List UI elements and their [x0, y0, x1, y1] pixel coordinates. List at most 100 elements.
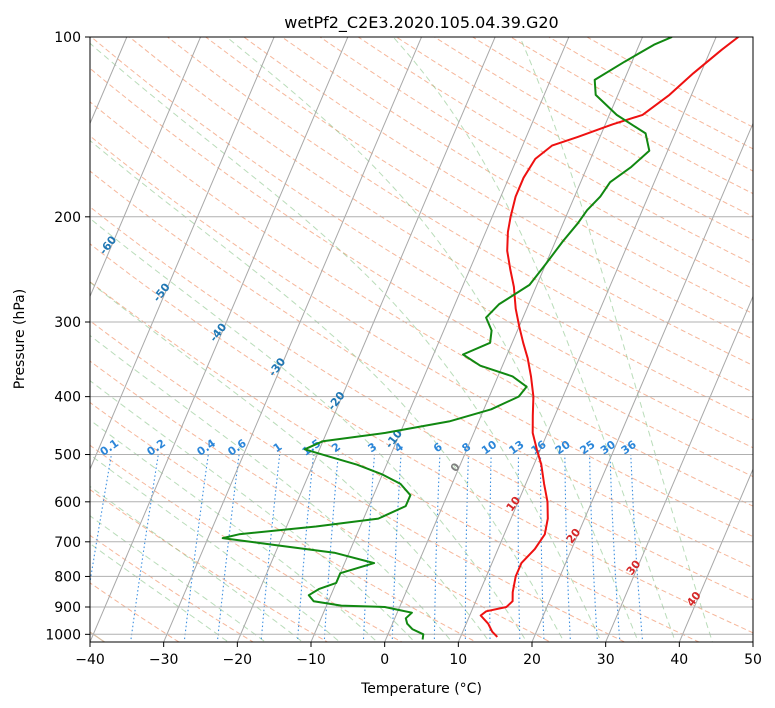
x-tick-label: −20 [223, 652, 253, 668]
mixing-ratio-line [464, 454, 469, 642]
dry-adiabat-line [319, 37, 753, 290]
moist-adiabats [90, 37, 713, 642]
dry-adiabat-line [395, 37, 753, 241]
mixing-ratio-line [90, 454, 112, 586]
mixing-ratio-line [260, 454, 281, 642]
y-tick-label: 400 [54, 390, 81, 406]
isotherm-line [605, 295, 753, 642]
mixing-ratio-label: 1 [271, 440, 285, 455]
dry-adiabat-line [90, 206, 753, 601]
moist-adiabat-line [90, 515, 267, 642]
mixing-ratio-label: 0.1 [98, 437, 121, 459]
temperature-profile-line [479, 37, 739, 638]
isotherm-line [0, 24, 59, 659]
moist-adiabat-line [90, 334, 453, 642]
moist-adiabat-line [90, 485, 304, 642]
mixing-ratio-line [362, 454, 375, 642]
isotherm-line [384, 37, 644, 642]
isotherm-line [236, 37, 496, 642]
mixing-ratio-line [489, 454, 492, 642]
dry-adiabat-line [90, 320, 626, 642]
dry-adiabat-line [90, 170, 753, 569]
mixing-ratio-line [564, 454, 571, 642]
dry-adiabat-line [204, 37, 753, 366]
mixing-ratio-label: 2 [329, 440, 343, 455]
mixing-ratio-line [630, 454, 644, 642]
isotherms [0, 24, 753, 659]
mixing-ratio-label: 3 [366, 440, 380, 455]
isotherm-line [457, 37, 717, 642]
dry-adiabat-line [90, 67, 753, 478]
isotherm-line [752, 640, 753, 642]
dry-adiabat-line [90, 135, 753, 538]
dry-adiabat-line [166, 37, 753, 393]
mixing-ratio-line [391, 454, 402, 642]
mixing-ratio-line [183, 454, 209, 642]
y-tick-label: 500 [54, 448, 81, 464]
y-tick-label: 700 [54, 535, 81, 551]
mixing-ratio-line [296, 454, 315, 642]
dry-adiabat-line [128, 37, 753, 421]
chart-title: wetPf2_C2E3.2020.105.04.39.G20 [284, 13, 558, 33]
moist-adiabat-line [90, 419, 378, 642]
isotherm-label: -40 [207, 320, 230, 344]
moist-adiabat-line [519, 37, 713, 642]
dry-adiabat-line [586, 37, 753, 128]
y-tick-label: 800 [54, 569, 81, 585]
y-axis-ticks: 1000 900 800 700 600 500 400 300 200 100 [45, 30, 90, 643]
moist-adiabat-line [90, 42, 602, 642]
dry-adiabat-line [90, 444, 403, 642]
plot-frame [89, 36, 754, 643]
x-tick-label: −10 [296, 652, 326, 668]
y-tick-label: 1000 [45, 627, 81, 643]
moist-adiabat-line [90, 543, 230, 642]
dry-adiabat-line [433, 37, 753, 218]
mixing-ratio-label: 0.4 [195, 437, 219, 459]
mixing-ratio-line [540, 454, 545, 642]
isotherm-line [90, 37, 349, 642]
y-tick-label: 200 [54, 210, 81, 226]
isotherm-line [90, 37, 275, 471]
dry-adiabat-line [90, 243, 753, 634]
isotherm-line [678, 467, 753, 642]
moist-adiabat-line [90, 139, 565, 642]
y-tick-label: 900 [54, 600, 81, 616]
isotherm-label: -50 [150, 280, 173, 304]
x-tick-label: −30 [149, 652, 179, 668]
dry-adiabat-line [281, 37, 753, 315]
x-tick-label: 10 [449, 652, 467, 668]
mixing-ratio-line [609, 454, 621, 642]
moist-adiabat-line [90, 217, 528, 642]
y-tick-label: 300 [54, 315, 81, 331]
dry-adiabat-line [90, 101, 753, 507]
mixing-ratio-line [323, 454, 339, 642]
isotherm-label: -60 [97, 233, 120, 257]
isotherm-line [310, 37, 570, 642]
mixing-ratio-line [588, 454, 598, 642]
moist-adiabat-line [90, 454, 341, 642]
moist-adiabat-line [226, 37, 639, 642]
x-axis-label: Temperature (°C) [360, 681, 482, 697]
dry-adiabat-line [471, 37, 753, 195]
isotherm-label: -70 [45, 182, 68, 206]
isotherm-label: -80 [0, 136, 13, 160]
mixing-ratio-line [433, 454, 441, 642]
mixing-ratio-label: 1.5 [300, 437, 323, 459]
dry-adiabat-line [90, 582, 180, 642]
dry-adiabat-line [90, 360, 552, 642]
sounding-profiles [221, 37, 739, 640]
isotherm-line [90, 37, 202, 298]
moist-adiabat-line [392, 37, 676, 642]
dry-adiabat-line [90, 534, 255, 642]
x-tick-label: 20 [523, 652, 541, 668]
x-tick-label: 30 [597, 652, 615, 668]
mixing-ratio-lines [90, 454, 644, 642]
mixing-ratio-label: 0.6 [225, 437, 249, 459]
mixing-ratio-label: 6 [431, 440, 445, 455]
dry-adiabat-line [90, 37, 753, 449]
x-tick-label: 50 [744, 652, 762, 668]
dry-adiabat-line [90, 401, 478, 642]
x-axis-ticks: −40 −30 −20 −10 0 10 20 30 40 50 [75, 642, 762, 668]
x-tick-label: −40 [75, 652, 105, 668]
